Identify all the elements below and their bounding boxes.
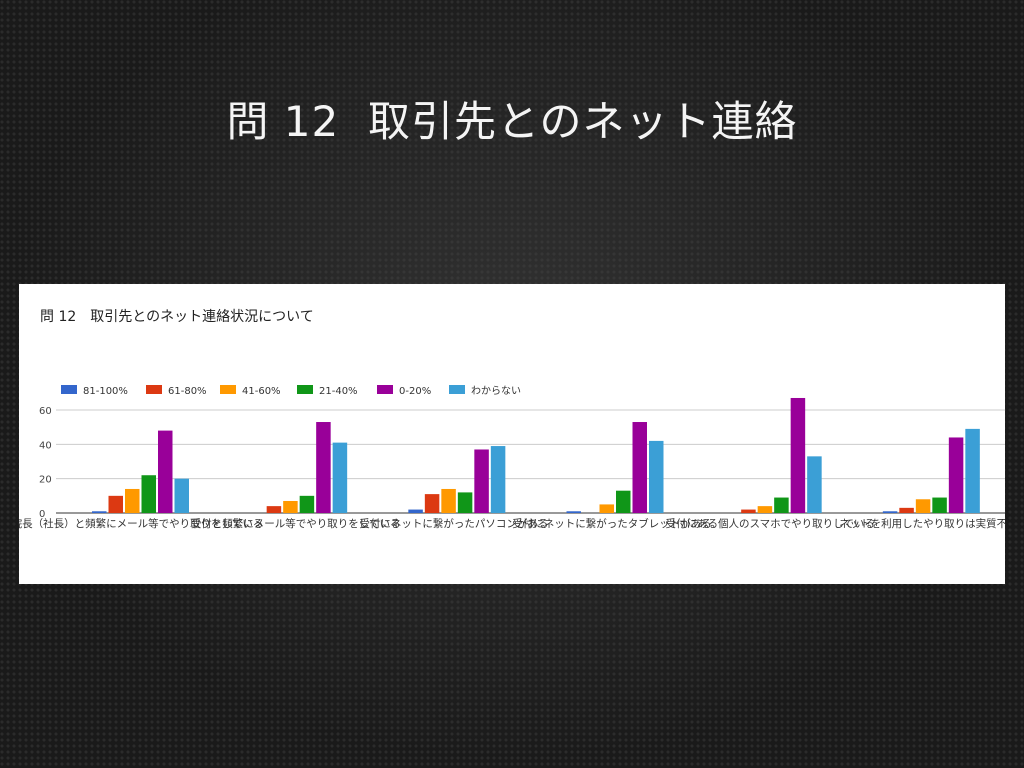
legend-swatch [377,385,393,394]
bar-chart: 問 12 取引先とのネット連絡状況について 81-100% 61-80% 41-60… [19,309,1005,530]
bar-81-100% [566,511,581,513]
bar-わからない [174,478,189,513]
bar-0-20% [158,430,173,513]
x-tick-label: 受付にネットに繋がったタブレットがある [512,517,712,530]
x-tick-label: ネットを利用したやり取りは実質不可 [839,517,1005,530]
legend-label: 81-100% [83,386,128,397]
legend-label: 41-60% [242,386,281,397]
bar-41-60% [125,488,140,513]
bar-61-80% [266,506,282,513]
bar-41-60% [283,500,298,513]
slide-title: 問 12 取引先とのネット連絡 [226,97,798,146]
y-tick-label: 40 [39,440,52,451]
legend-swatch [297,385,313,394]
bar-81-100% [408,509,423,513]
legend-label: わからない [471,385,521,397]
chart-panel: 問 12 取引先とのネット連絡状況について 81-100% 61-80% 41-60… [19,284,1005,584]
bar-21-40% [616,490,631,513]
y-tick-label: 20 [39,475,52,486]
bar-わからない [490,446,506,513]
bar-61-80% [108,495,123,513]
bar-21-40% [141,475,156,513]
chart-gridlines: 0 20 40 60 [39,406,1005,520]
bar-わからない [649,440,664,513]
bar-61-80% [741,509,756,513]
bar-21-40% [932,497,947,513]
legend-label: 21-40% [319,386,358,397]
bar-61-80% [424,494,440,513]
bar-0-20% [474,449,489,513]
bar-41-60% [441,488,456,513]
x-tick-label: 受付にネットに繋がったパソコンがある [359,517,548,530]
bar-0-20% [632,422,647,513]
chart-legend: 81-100% 61-80% 41-60% 21-40% 0-20% わからない [61,385,521,397]
x-tick-label: 院長（社長）と頻繁にメール等でやり取りをしている [19,517,263,530]
chart-bars [92,397,980,513]
legend-swatch [449,385,465,394]
bar-21-40% [774,497,789,513]
y-tick-label: 60 [39,406,52,417]
legend-swatch [61,385,77,394]
x-tick-label: 受付にある個人のスマホでやり取りしている [665,517,874,530]
bar-81-100% [92,511,107,513]
chart-title: 問 12 取引先とのネット連絡状況について [40,309,314,325]
legend-swatch [220,385,236,394]
bar-0-20% [790,397,806,513]
legend-label: 0-20% [399,386,431,397]
bar-わからない [807,456,822,513]
bar-わからない [965,428,980,513]
bar-21-40% [299,495,315,513]
legend-label: 61-80% [168,386,207,397]
bar-0-20% [316,422,331,513]
x-tick-label: 受付と頻繁にメール等でやり取りをしている [191,517,401,530]
bar-0-20% [948,437,964,513]
bar-61-80% [899,507,914,513]
bar-41-60% [757,506,773,513]
bar-41-60% [599,504,614,513]
bar-41-60% [915,499,931,513]
bar-81-100% [882,511,898,513]
y-tick-label: 0 [39,509,45,520]
legend-swatch [146,385,162,394]
bar-わからない [332,442,348,513]
bar-21-40% [457,492,473,513]
x-axis-labels: 院長（社長）と頻繁にメール等でやり取りをしている受付と頻繁にメール等でやり取りを… [19,517,1005,530]
